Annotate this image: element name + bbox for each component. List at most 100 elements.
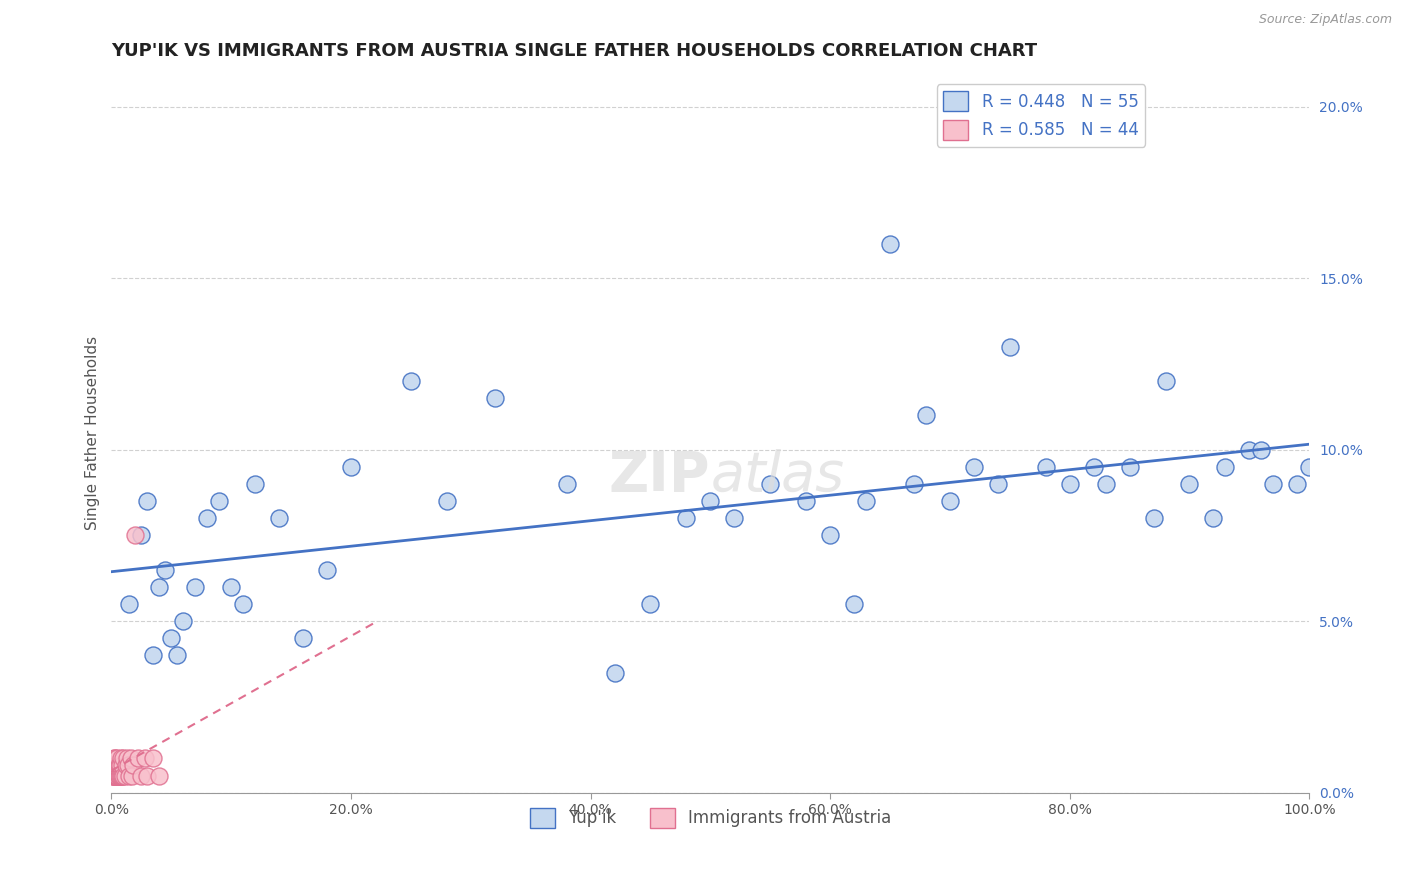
Point [208, 494, 231, 508]
Point [939, 494, 962, 508]
Point [117, 758, 139, 772]
Point [103, 751, 125, 765]
Point [127, 751, 149, 765]
Point [111, 768, 134, 782]
Text: atlas: atlas [710, 450, 845, 502]
Point [105, 768, 128, 782]
Point [1178, 477, 1201, 491]
Point [915, 409, 938, 423]
Point [136, 494, 159, 508]
Point [112, 768, 135, 782]
Point [794, 494, 817, 508]
Point [155, 563, 177, 577]
Point [148, 768, 170, 782]
Point [879, 236, 901, 251]
Point [1118, 459, 1140, 474]
Point [115, 751, 138, 765]
Point [105, 758, 128, 772]
Point [172, 614, 194, 628]
Point [1154, 374, 1177, 388]
Point [105, 768, 128, 782]
Point [1035, 459, 1057, 474]
Point [105, 768, 128, 782]
Point [114, 768, 136, 782]
Point [104, 768, 127, 782]
Point [166, 648, 188, 663]
Point [136, 768, 159, 782]
Point [1142, 511, 1164, 525]
Point [107, 768, 129, 782]
Point [131, 528, 153, 542]
Point [855, 494, 877, 508]
Point [484, 391, 506, 405]
Point [121, 768, 143, 782]
Point [723, 511, 745, 525]
Point [759, 477, 782, 491]
Text: Source: ZipAtlas.com: Source: ZipAtlas.com [1258, 13, 1392, 27]
Point [640, 597, 662, 611]
Point [112, 751, 135, 765]
Point [134, 751, 156, 765]
Point [118, 597, 141, 611]
Point [232, 597, 254, 611]
Point [269, 511, 291, 525]
Point [101, 768, 124, 782]
Point [122, 758, 145, 772]
Point [903, 477, 925, 491]
Point [842, 597, 865, 611]
Point [103, 768, 125, 782]
Point [555, 477, 578, 491]
Point [104, 768, 127, 782]
Point [105, 768, 128, 782]
Point [963, 459, 986, 474]
Point [107, 768, 129, 782]
Point [124, 528, 146, 542]
Point [340, 459, 363, 474]
Point [195, 511, 218, 525]
Point [1202, 511, 1225, 525]
Point [603, 665, 626, 680]
Point [1250, 442, 1272, 457]
Point [184, 580, 207, 594]
Point [1286, 477, 1309, 491]
Point [103, 758, 125, 772]
Point [103, 768, 125, 782]
Point [160, 632, 183, 646]
Point [110, 751, 132, 765]
Point [1239, 442, 1261, 457]
Point [108, 768, 131, 782]
Point [292, 632, 315, 646]
Point [987, 477, 1010, 491]
Point [1298, 459, 1320, 474]
Point [104, 751, 127, 765]
Point [110, 768, 132, 782]
Point [104, 758, 127, 772]
Point [1263, 477, 1285, 491]
Point [219, 580, 242, 594]
Text: ZIP: ZIP [609, 449, 710, 503]
Point [243, 477, 266, 491]
Point [105, 751, 128, 765]
Point [1083, 459, 1105, 474]
Point [120, 751, 142, 765]
Point [111, 758, 134, 772]
Point [1094, 477, 1116, 491]
Point [101, 758, 124, 772]
Point [316, 563, 339, 577]
Text: YUP'IK VS IMMIGRANTS FROM AUSTRIA SINGLE FATHER HOUSEHOLDS CORRELATION CHART: YUP'IK VS IMMIGRANTS FROM AUSTRIA SINGLE… [111, 42, 1038, 60]
Point [998, 340, 1021, 354]
Point [131, 768, 153, 782]
Point [114, 758, 136, 772]
Point [148, 580, 170, 594]
Point [399, 374, 422, 388]
Point [108, 758, 131, 772]
Legend: Yup'ik, Immigrants from Austria: Yup'ik, Immigrants from Austria [523, 801, 898, 835]
Point [107, 758, 129, 772]
Point [1059, 477, 1081, 491]
Point [675, 511, 697, 525]
Point [699, 494, 721, 508]
Point [101, 768, 124, 782]
Point [105, 758, 128, 772]
Y-axis label: Single Father Households: Single Father Households [86, 335, 100, 530]
Point [142, 648, 165, 663]
